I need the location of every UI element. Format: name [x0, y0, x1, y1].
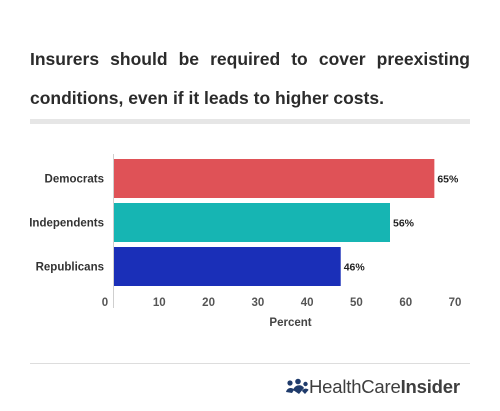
value-label: 56%	[393, 218, 415, 230]
brand-logo: HealthCareInsider	[285, 375, 460, 399]
bar-democrats	[114, 159, 435, 198]
category-label: Democrats	[45, 174, 104, 186]
bar-independents	[114, 203, 390, 242]
x-tick-label: 60	[399, 297, 412, 309]
x-tick-label: 10	[153, 297, 166, 309]
title-divider	[30, 119, 470, 124]
x-axis-ticks: 0 10 20 30 40 50 60 70	[102, 297, 462, 309]
brand-name: HealthCareInsider	[309, 376, 460, 397]
footer-divider	[30, 363, 470, 364]
x-tick-label: 70	[449, 297, 462, 309]
x-tick-label: 20	[202, 297, 215, 309]
bars-group	[114, 159, 435, 286]
category-labels: Democrats Independents Republicans	[29, 174, 104, 274]
value-label: 65%	[437, 174, 459, 186]
value-label: 46%	[344, 262, 366, 274]
chart-title: Insurers should be required to cover pre…	[30, 49, 470, 108]
x-tick-label: 40	[301, 297, 314, 309]
people-icon	[286, 378, 309, 394]
bar-republicans	[114, 247, 341, 286]
x-tick-label: 30	[251, 297, 264, 309]
x-tick-label: 0	[102, 297, 108, 309]
category-label: Independents	[29, 218, 104, 230]
category-label: Republicans	[36, 262, 104, 274]
x-tick-label: 50	[350, 297, 363, 309]
x-axis-title: Percent	[269, 317, 311, 329]
value-labels: 65% 56% 46%	[344, 174, 459, 274]
